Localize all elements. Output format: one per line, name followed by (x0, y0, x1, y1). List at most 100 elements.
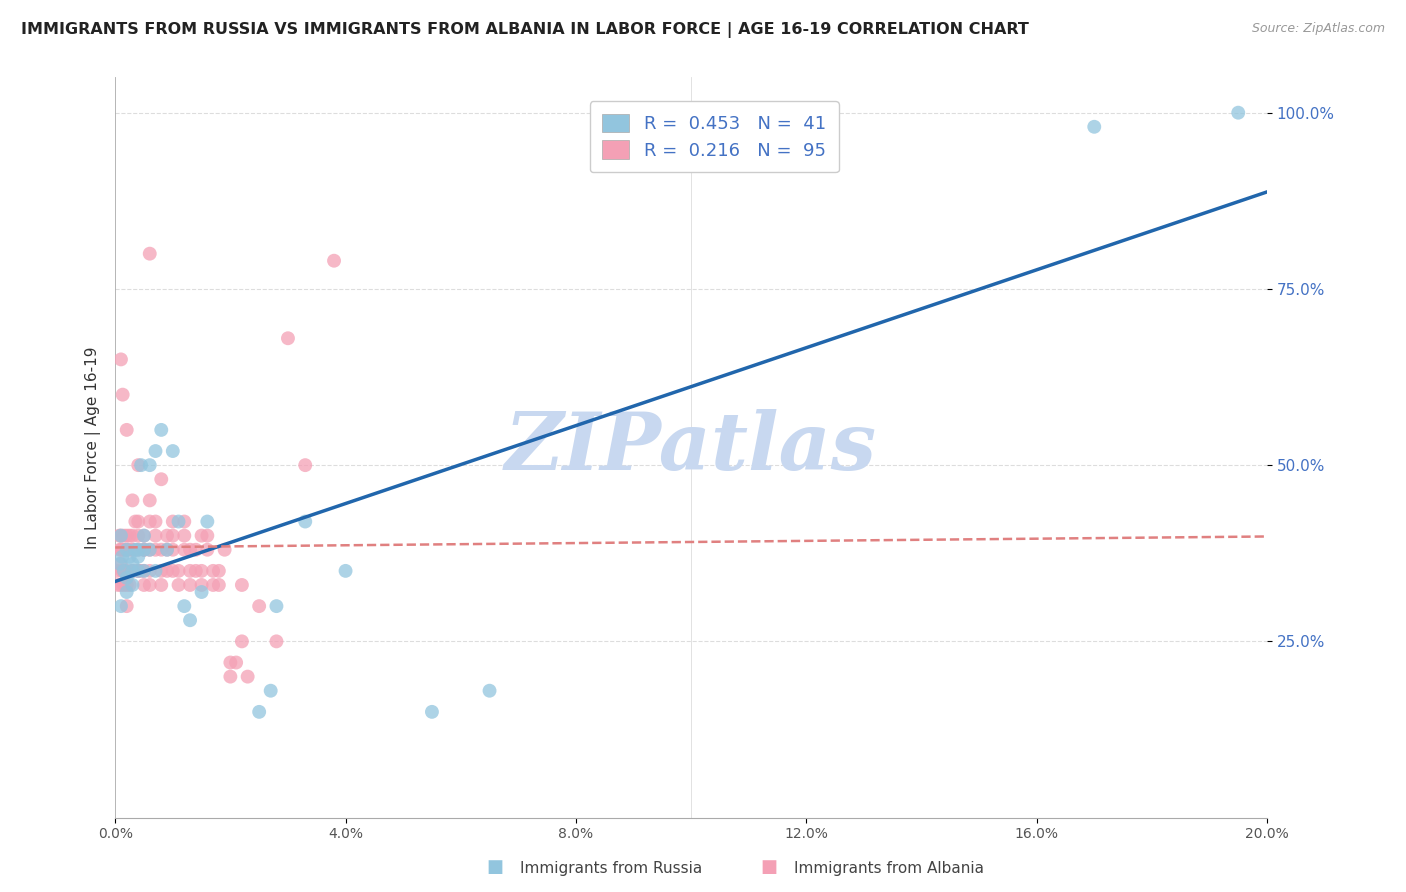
Point (121, 542, 143, 557)
Point (294, 515, 316, 529)
Point (108, 528, 131, 542)
Point (139, 578, 162, 592)
Point (173, 515, 195, 529)
Point (225, 656, 247, 670)
Point (184, 542, 207, 557)
Point (111, 542, 134, 557)
Y-axis label: In Labor Force | Age 16-19: In Labor Force | Age 16-19 (86, 346, 101, 549)
Point (118, 578, 141, 592)
Point (179, 542, 201, 557)
Point (127, 515, 149, 529)
Text: IMMIGRANTS FROM RUSSIA VS IMMIGRANTS FROM ALBANIA IN LABOR FORCE | AGE 16-19 COR: IMMIGRANTS FROM RUSSIA VS IMMIGRANTS FRO… (21, 22, 1029, 38)
Point (132, 564, 155, 578)
Point (202, 578, 225, 592)
Point (184, 564, 207, 578)
Point (162, 564, 184, 578)
Point (110, 542, 132, 557)
Point (294, 458, 316, 472)
Point (236, 670, 259, 684)
Point (107, 578, 129, 592)
Point (179, 578, 201, 592)
Point (132, 578, 155, 592)
Point (173, 528, 195, 542)
Point (108, 542, 131, 557)
Point (127, 458, 149, 472)
Point (132, 542, 155, 557)
Point (231, 578, 253, 592)
Point (121, 557, 143, 571)
Point (129, 564, 152, 578)
Point (112, 542, 135, 557)
Point (111, 387, 134, 401)
Point (214, 542, 236, 557)
Text: Immigrants from Albania: Immigrants from Albania (794, 861, 984, 876)
Point (127, 528, 149, 542)
Point (112, 564, 135, 578)
Point (1227, 105, 1250, 120)
Point (112, 528, 135, 542)
Point (110, 557, 132, 571)
Point (323, 253, 346, 268)
Point (110, 528, 132, 542)
Text: ZIPatlas: ZIPatlas (505, 409, 877, 486)
Legend: R =  0.453   N =  41, R =  0.216   N =  95: R = 0.453 N = 41, R = 0.216 N = 95 (589, 102, 838, 172)
Point (115, 542, 138, 557)
Point (118, 528, 141, 542)
Point (219, 656, 242, 670)
Point (132, 564, 155, 578)
Point (202, 564, 225, 578)
Point (139, 515, 162, 529)
Point (167, 515, 190, 529)
Point (117, 542, 139, 557)
Point (145, 528, 167, 542)
Text: ■: ■ (486, 858, 503, 876)
Point (132, 528, 155, 542)
Point (127, 549, 149, 564)
Point (266, 599, 288, 614)
Point (195, 515, 218, 529)
Point (112, 578, 135, 592)
Point (110, 578, 132, 592)
Point (190, 585, 212, 599)
Text: Source: ZipAtlas.com: Source: ZipAtlas.com (1251, 22, 1385, 36)
Point (195, 542, 218, 557)
Point (121, 542, 143, 557)
Point (167, 564, 190, 578)
Point (115, 423, 138, 437)
Point (132, 528, 155, 542)
Point (190, 578, 212, 592)
Point (121, 564, 143, 578)
Point (145, 515, 167, 529)
Point (150, 564, 173, 578)
Point (247, 705, 270, 719)
Point (150, 578, 173, 592)
Point (150, 423, 173, 437)
Point (132, 542, 155, 557)
Point (173, 599, 195, 614)
Point (219, 670, 242, 684)
Point (139, 246, 162, 260)
Point (115, 585, 138, 599)
Point (150, 472, 173, 486)
Point (127, 564, 149, 578)
Point (179, 613, 201, 627)
Point (266, 634, 288, 648)
Point (127, 542, 149, 557)
Point (190, 528, 212, 542)
Point (145, 564, 167, 578)
Point (139, 564, 162, 578)
Point (139, 542, 162, 557)
Point (173, 542, 195, 557)
Point (208, 578, 231, 592)
Point (139, 542, 162, 557)
Point (277, 331, 299, 345)
Point (478, 683, 501, 698)
Point (115, 528, 138, 542)
Point (150, 542, 173, 557)
Point (145, 542, 167, 557)
Point (335, 564, 357, 578)
Point (139, 458, 162, 472)
Point (162, 542, 184, 557)
Point (132, 542, 155, 557)
Point (112, 564, 135, 578)
